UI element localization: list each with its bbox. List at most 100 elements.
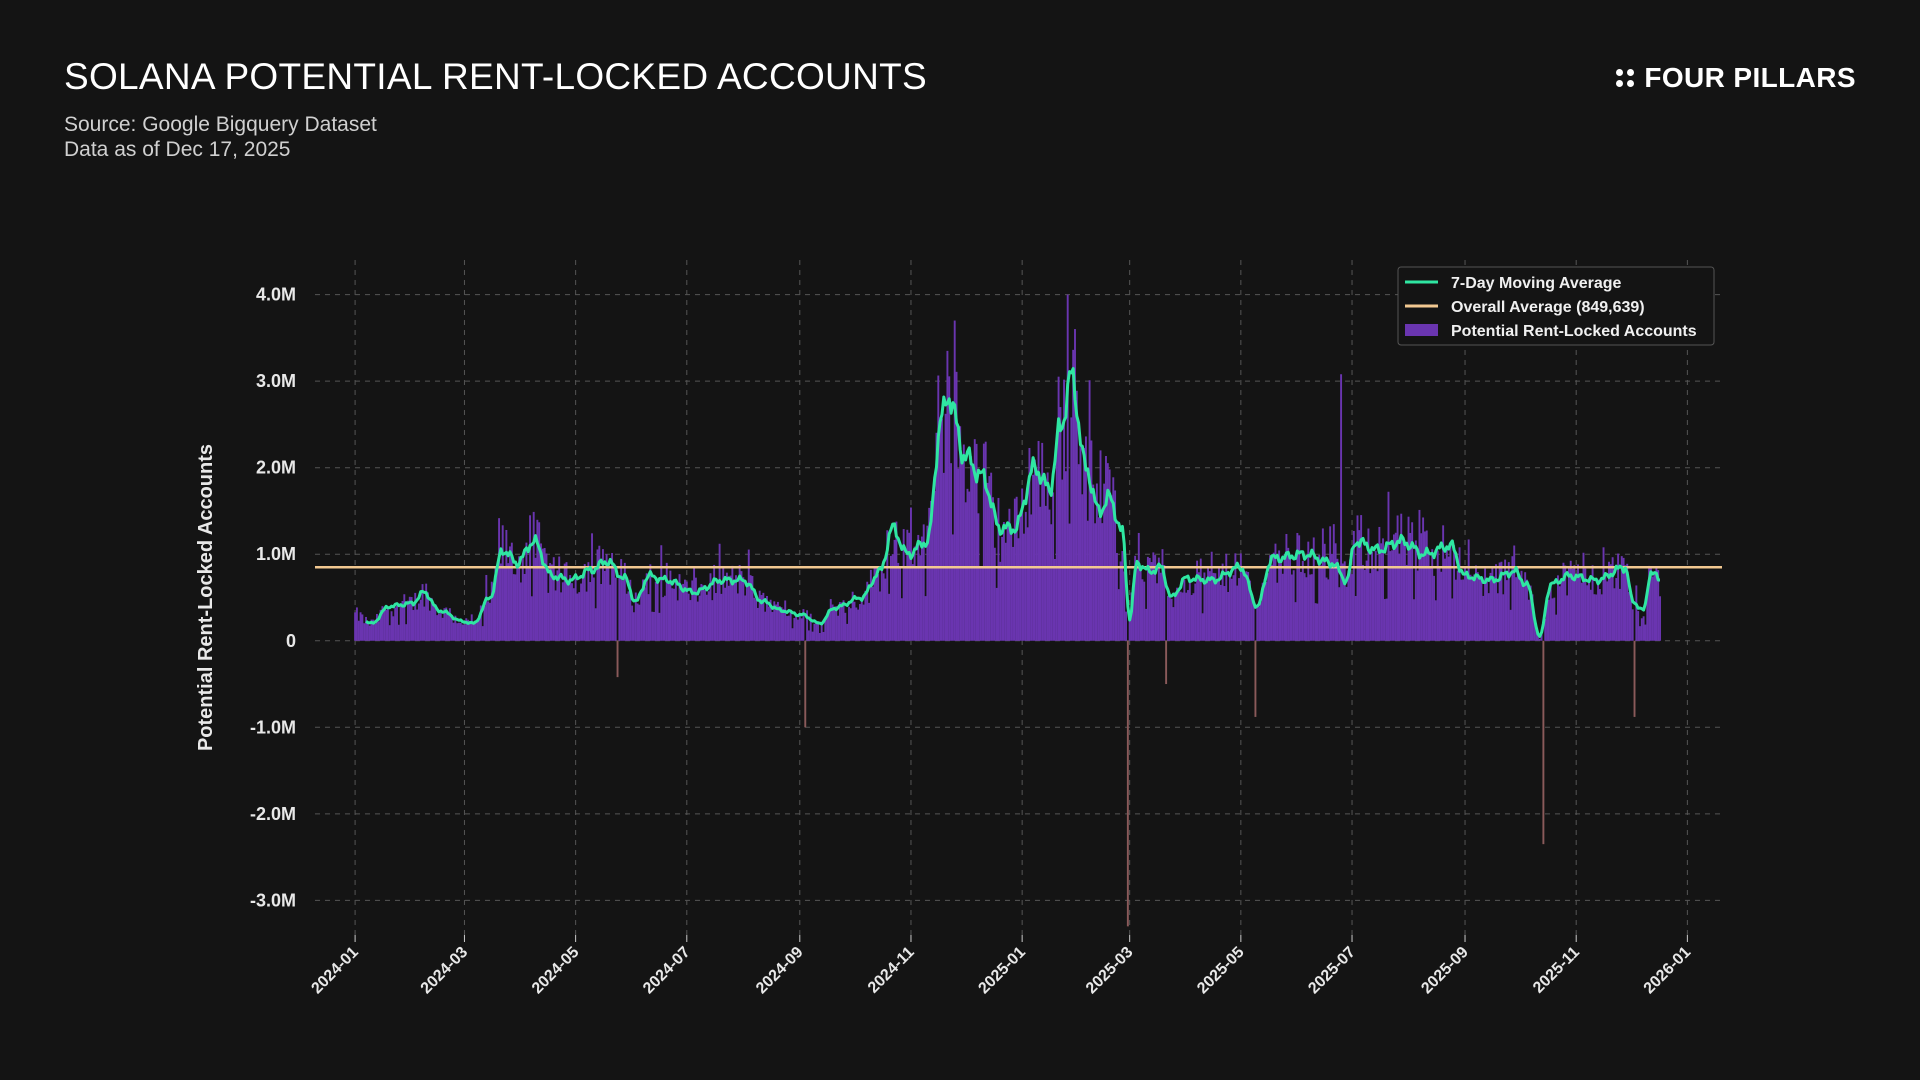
bar [884, 578, 887, 641]
bar [724, 587, 727, 641]
bar [913, 546, 916, 641]
bar [379, 609, 382, 641]
x-tick-label: 2024-09 [753, 944, 807, 998]
bar [1039, 506, 1042, 641]
bar [563, 563, 566, 641]
bar [698, 595, 701, 641]
bar [1207, 568, 1209, 641]
bar [534, 557, 537, 641]
bar [638, 604, 641, 641]
bar [1017, 538, 1020, 641]
bar [1367, 528, 1370, 641]
bar [1509, 609, 1512, 641]
bar [922, 524, 925, 641]
bar [510, 542, 513, 641]
bar [385, 609, 388, 641]
bar [1105, 456, 1107, 641]
bar [1409, 532, 1412, 641]
bar [804, 640, 807, 728]
bar [1620, 556, 1623, 641]
y-tick-label: -2.0M [250, 804, 296, 824]
bar [866, 581, 869, 641]
bar [1090, 440, 1093, 641]
moving-average-line [365, 367, 1660, 638]
bar [1527, 599, 1530, 641]
y-axis-label: Potential Rent-Locked Accounts [195, 444, 217, 751]
bar [1141, 579, 1144, 641]
bar [372, 619, 375, 641]
bar [1043, 476, 1045, 641]
bar [1584, 568, 1587, 641]
bar [886, 530, 889, 641]
bar [857, 609, 860, 641]
bar [565, 562, 568, 641]
bar [762, 592, 765, 641]
bar [399, 603, 402, 641]
bar [1259, 602, 1262, 641]
bar [572, 588, 575, 641]
bar [957, 468, 960, 641]
bar [939, 417, 942, 641]
bar [1150, 562, 1153, 641]
bar [1374, 550, 1377, 641]
bar [902, 529, 905, 641]
bar [1622, 557, 1625, 641]
bar [846, 623, 849, 641]
bar [547, 592, 550, 641]
bar [1238, 578, 1240, 641]
bar [795, 614, 798, 641]
bar [1037, 440, 1040, 641]
bar [363, 623, 366, 641]
bar [1010, 529, 1013, 641]
bar [454, 615, 457, 641]
bar [1555, 614, 1558, 641]
bar [1296, 532, 1299, 641]
bar [1168, 594, 1171, 641]
bar [1185, 592, 1188, 641]
bar [1092, 484, 1095, 641]
bar [1008, 508, 1011, 641]
bar [1205, 583, 1208, 641]
bar [1139, 565, 1142, 641]
bar [1252, 602, 1255, 641]
legend: 7-Day Moving Average Overall Average (849… [1397, 266, 1715, 346]
bar [824, 620, 827, 641]
bar [891, 554, 894, 641]
bar [904, 566, 907, 641]
bar [561, 582, 564, 641]
bar [1303, 573, 1306, 641]
bar [1318, 554, 1321, 641]
bar [540, 543, 542, 641]
bar [1183, 579, 1186, 641]
bar [509, 546, 511, 641]
bar [1423, 531, 1426, 641]
bar [569, 575, 572, 641]
bar [1309, 574, 1312, 641]
bar [977, 513, 980, 641]
bar [1414, 540, 1417, 641]
bar [1458, 547, 1461, 641]
bar [423, 606, 426, 641]
bar [1513, 545, 1516, 641]
bar [964, 502, 967, 641]
bar [1269, 555, 1271, 641]
bar [745, 586, 748, 641]
bar [527, 568, 530, 641]
bar [443, 608, 446, 641]
bar [1163, 565, 1166, 641]
bar [953, 320, 956, 641]
bar [694, 577, 697, 641]
bar [767, 606, 770, 641]
bar [882, 573, 885, 641]
bar [649, 564, 652, 641]
bar [1540, 632, 1543, 641]
bar [1012, 546, 1014, 641]
bar [1473, 574, 1476, 641]
bar [1023, 533, 1025, 641]
bar [653, 611, 655, 641]
bar [634, 592, 637, 641]
bar [869, 569, 872, 641]
brand-logo: FOUR PILLARS [1616, 62, 1856, 94]
bar [1136, 567, 1138, 641]
